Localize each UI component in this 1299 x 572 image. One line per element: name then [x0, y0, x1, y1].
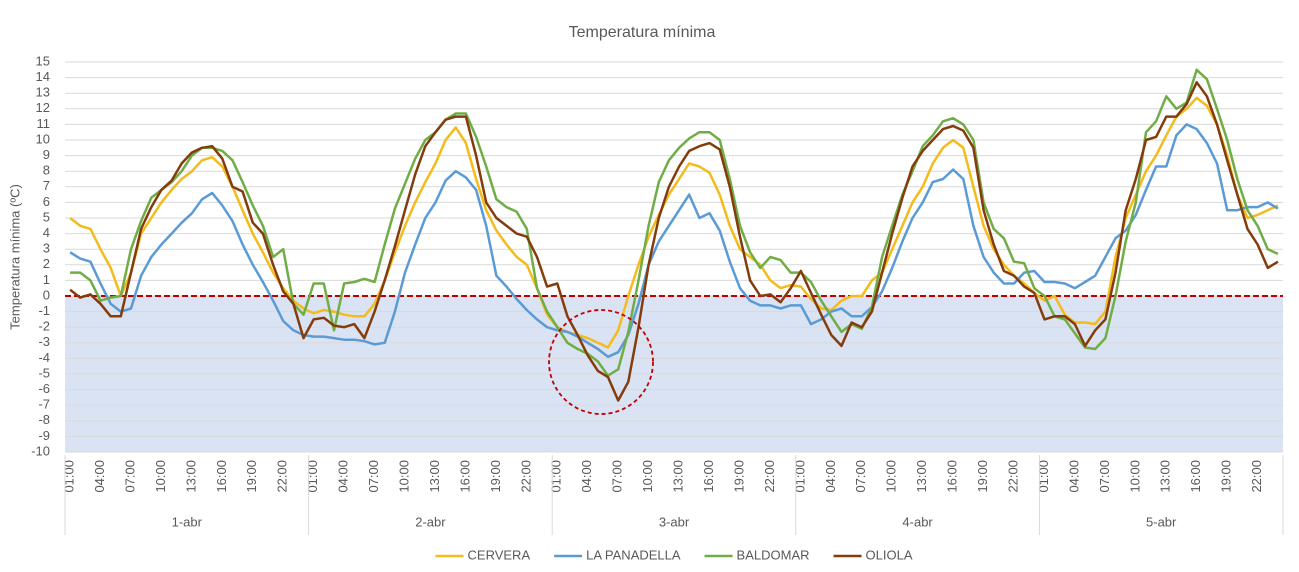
series-line: [69, 96, 1279, 349]
group-label: 3-abr: [659, 514, 690, 529]
legend-item: BALDOMAR: [704, 547, 810, 562]
x-tick-label: 16:00: [1188, 460, 1203, 493]
x-tick-label: 10:00: [640, 460, 655, 493]
x-tick-label: 19:00: [975, 460, 990, 493]
legend-label: BALDOMAR: [737, 547, 810, 562]
x-tick-label: 19:00: [1219, 460, 1234, 493]
x-tick-label: 04:00: [92, 460, 107, 493]
y-tick-label: -1: [38, 303, 50, 318]
x-tick-label: 07:00: [853, 460, 868, 493]
y-tick-label: -9: [38, 428, 50, 443]
plot-area: -10-9-8-7-6-5-4-3-2-10123456789101112131…: [31, 53, 1284, 535]
group-label: 1-abr: [172, 514, 203, 529]
y-tick-label: -10: [31, 443, 50, 458]
y-tick-label: 14: [36, 69, 50, 84]
x-tick-label: 22:00: [1005, 460, 1020, 493]
x-tick-label: 01:00: [1036, 460, 1051, 493]
x-tick-label: 13:00: [1158, 460, 1173, 493]
x-tick-label: 13:00: [914, 460, 929, 493]
legend-item: OLIOLA: [833, 547, 913, 562]
y-tick-label: 10: [36, 131, 50, 146]
x-tick-label: 16:00: [701, 460, 716, 493]
y-tick-label: 12: [36, 100, 50, 115]
y-tick-label: 1: [43, 272, 50, 287]
x-tick-label: 07:00: [1097, 460, 1112, 493]
legend-item: LA PANADELLA: [554, 547, 681, 562]
x-tick-label: 19:00: [731, 460, 746, 493]
x-tick-label: 13:00: [183, 460, 198, 493]
series-line: [69, 81, 1279, 402]
legend-label: CERVERA: [468, 547, 531, 562]
x-tick-label: 10:00: [396, 460, 411, 493]
x-tick-label: 19:00: [244, 460, 259, 493]
x-tick-label: 16:00: [214, 460, 229, 493]
y-tick-label: 11: [37, 116, 51, 131]
x-tick-label: 01:00: [549, 460, 564, 493]
series-line: [69, 123, 1279, 359]
y-tick-label: -3: [38, 334, 50, 349]
y-tick-label: 15: [36, 53, 50, 68]
x-tick-label: 22:00: [1249, 460, 1264, 493]
y-tick-label: -7: [38, 397, 50, 412]
x-tick-label: 04:00: [823, 460, 838, 493]
y-tick-label: 4: [43, 225, 50, 240]
highlight-circle: [548, 309, 654, 415]
x-tick-label: 07:00: [122, 460, 137, 493]
x-tick-label: 22:00: [518, 460, 533, 493]
y-tick-label: 2: [43, 256, 50, 271]
x-tick-label: 13:00: [671, 460, 686, 493]
chart-title: Temperatura mínima: [569, 24, 716, 41]
y-axis-label: Temperatura mínima (ºC): [7, 184, 22, 330]
x-tick-label: 04:00: [336, 460, 351, 493]
y-tick-label: 13: [36, 85, 50, 100]
x-tick-label: 10:00: [1127, 460, 1142, 493]
x-tick-label: 22:00: [762, 460, 777, 493]
x-tick-label: 13:00: [427, 460, 442, 493]
x-tick-label: 19:00: [488, 460, 503, 493]
y-tick-label: 3: [43, 241, 50, 256]
x-tick-label: 16:00: [457, 460, 472, 493]
x-tick-label: 22:00: [275, 460, 290, 493]
y-tick-label: 7: [43, 178, 50, 193]
group-label: 5-abr: [1146, 514, 1177, 529]
y-tick-label: 6: [43, 194, 50, 209]
x-tick-label: 01:00: [305, 460, 320, 493]
x-tick-label: 10:00: [884, 460, 899, 493]
x-tick-label: 10:00: [153, 460, 168, 493]
y-tick-label: -4: [38, 350, 50, 365]
y-tick-label: 9: [43, 147, 50, 162]
x-tick-label: 16:00: [945, 460, 960, 493]
x-tick-label: 04:00: [579, 460, 594, 493]
group-label: 2-abr: [415, 514, 446, 529]
y-tick-label: 0: [43, 287, 50, 302]
x-tick-label: 04:00: [1066, 460, 1081, 493]
y-tick-label: 8: [43, 163, 50, 178]
x-tick-label: 01:00: [62, 460, 77, 493]
y-tick-label: -6: [38, 381, 50, 396]
series-line: [70, 68, 1279, 377]
legend-label: LA PANADELLA: [586, 547, 681, 562]
x-tick-label: 01:00: [792, 460, 807, 493]
y-tick-label: -5: [38, 365, 50, 380]
y-tick-label: 5: [43, 209, 50, 224]
x-tick-label: 07:00: [610, 460, 625, 493]
legend-label: OLIOLA: [866, 547, 913, 562]
legend: CERVERA LA PANADELLA BALDOMAR OLIOLA: [435, 547, 913, 562]
y-tick-label: -2: [38, 319, 50, 334]
legend-item: CERVERA: [435, 547, 531, 562]
y-tick-label: -8: [38, 412, 50, 427]
group-label: 4-abr: [902, 514, 933, 529]
x-tick-label: 07:00: [366, 460, 381, 493]
